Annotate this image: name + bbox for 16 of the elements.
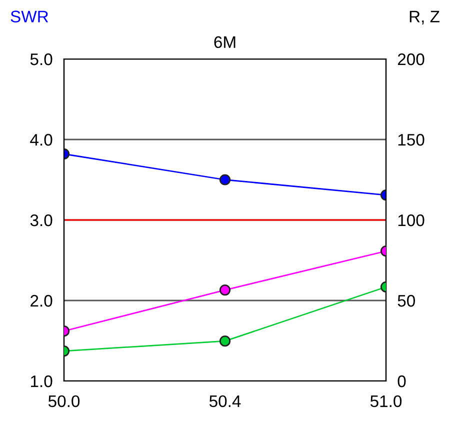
chart-title: 6M bbox=[214, 36, 236, 48]
y-tick-label: 3.0 bbox=[30, 214, 52, 226]
y2-tick-label: 150 bbox=[398, 134, 424, 146]
y-tick-label: 4.0 bbox=[30, 134, 52, 146]
y2-tick-label: 50 bbox=[398, 294, 415, 307]
y2-tick-label: 200 bbox=[398, 53, 424, 66]
x-tick-label: 50.4 bbox=[209, 395, 241, 408]
y2-axis-title: R, Z bbox=[410, 10, 440, 24]
y-tick-label: 2.0 bbox=[30, 294, 52, 307]
y-tick-label: 1.0 bbox=[30, 375, 52, 388]
y-tick-label: 5.0 bbox=[30, 53, 52, 66]
y2-tick-label: 100 bbox=[398, 214, 424, 226]
y-axis-title: SWR bbox=[10, 10, 48, 22]
y2-tick-label: 0 bbox=[398, 375, 406, 388]
x-tick-label: 51.0 bbox=[370, 395, 402, 408]
x-tick-label: 50.0 bbox=[48, 395, 80, 408]
